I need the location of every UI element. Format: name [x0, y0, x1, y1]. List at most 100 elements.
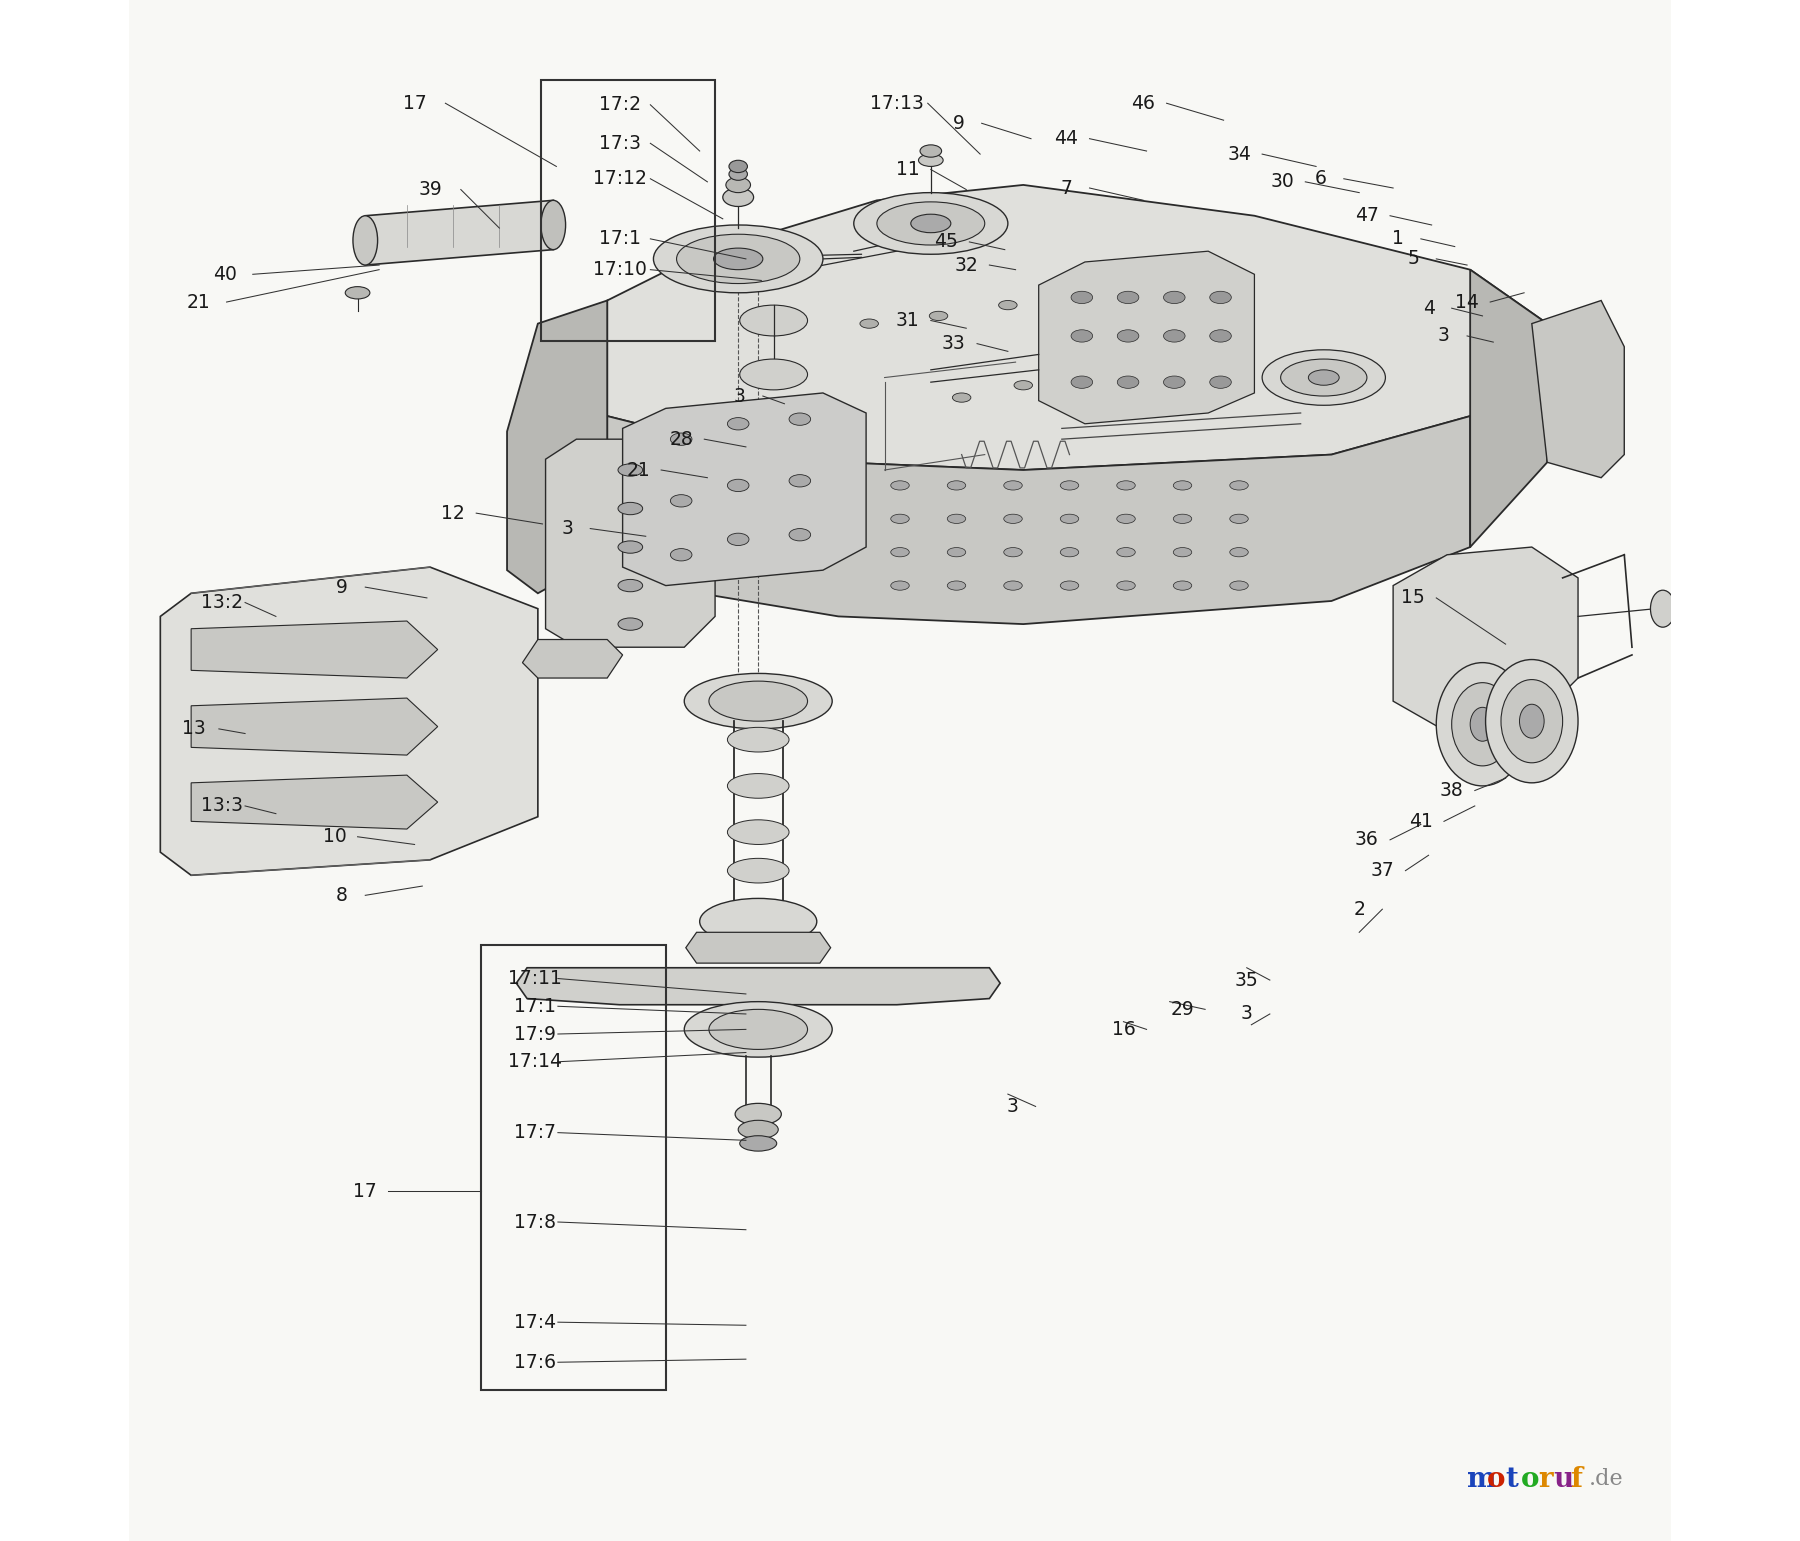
Ellipse shape	[1471, 707, 1494, 741]
Ellipse shape	[670, 495, 691, 507]
Ellipse shape	[346, 287, 369, 299]
Text: 14: 14	[1454, 293, 1480, 311]
Ellipse shape	[1210, 330, 1231, 342]
Polygon shape	[508, 300, 607, 593]
Text: 3: 3	[734, 387, 745, 405]
Ellipse shape	[653, 225, 823, 293]
Text: 17:7: 17:7	[513, 1123, 556, 1142]
Text: 17:11: 17:11	[508, 969, 562, 988]
Ellipse shape	[617, 502, 643, 515]
Text: 21: 21	[187, 293, 211, 311]
Text: .de: .de	[1589, 1469, 1624, 1490]
Text: 5: 5	[1408, 250, 1418, 268]
Polygon shape	[191, 775, 437, 829]
Ellipse shape	[1174, 481, 1192, 490]
Polygon shape	[1471, 270, 1548, 547]
Text: 13:2: 13:2	[202, 593, 243, 612]
Text: 17:14: 17:14	[508, 1053, 562, 1071]
Polygon shape	[522, 640, 623, 678]
Ellipse shape	[709, 1009, 808, 1049]
Text: o: o	[1487, 1465, 1505, 1493]
Polygon shape	[191, 621, 437, 678]
Ellipse shape	[1118, 291, 1139, 304]
Text: 3: 3	[1438, 327, 1451, 345]
Text: 13: 13	[182, 720, 205, 738]
Polygon shape	[160, 567, 538, 875]
Ellipse shape	[1174, 547, 1192, 556]
Ellipse shape	[1229, 547, 1247, 556]
Ellipse shape	[734, 1103, 781, 1125]
Ellipse shape	[617, 464, 643, 476]
Text: 17:3: 17:3	[599, 134, 641, 153]
Ellipse shape	[617, 579, 643, 592]
Ellipse shape	[891, 547, 909, 556]
Ellipse shape	[1262, 350, 1386, 405]
Ellipse shape	[727, 533, 749, 546]
Text: 17:10: 17:10	[592, 260, 646, 279]
Text: 17:4: 17:4	[513, 1313, 556, 1331]
Text: 17:13: 17:13	[869, 94, 923, 112]
Text: 17:12: 17:12	[592, 170, 646, 188]
Ellipse shape	[727, 479, 749, 492]
Text: 37: 37	[1370, 861, 1395, 880]
Text: 1: 1	[1391, 230, 1404, 248]
Text: 11: 11	[896, 160, 920, 179]
Polygon shape	[517, 968, 1001, 1005]
Text: 7: 7	[1060, 179, 1073, 197]
Ellipse shape	[1210, 291, 1231, 304]
Ellipse shape	[1004, 581, 1022, 590]
Text: 4: 4	[1422, 299, 1435, 317]
Ellipse shape	[724, 188, 754, 206]
Text: 45: 45	[934, 233, 958, 251]
Text: 17:6: 17:6	[513, 1353, 556, 1371]
Ellipse shape	[727, 820, 788, 844]
Ellipse shape	[1060, 515, 1078, 524]
Text: 34: 34	[1228, 145, 1251, 163]
Ellipse shape	[729, 160, 747, 173]
Polygon shape	[1532, 300, 1624, 478]
Text: 39: 39	[418, 180, 441, 199]
Ellipse shape	[1013, 381, 1033, 390]
Text: 10: 10	[322, 828, 346, 846]
Ellipse shape	[1229, 515, 1247, 524]
Polygon shape	[191, 698, 437, 755]
Ellipse shape	[709, 681, 808, 721]
Text: 3: 3	[1240, 1005, 1253, 1023]
Polygon shape	[1039, 251, 1255, 424]
Ellipse shape	[1229, 481, 1247, 490]
Ellipse shape	[727, 774, 788, 798]
Ellipse shape	[1060, 481, 1078, 490]
Ellipse shape	[947, 547, 967, 556]
Ellipse shape	[677, 234, 799, 284]
Ellipse shape	[1060, 581, 1078, 590]
Text: 35: 35	[1235, 971, 1258, 989]
Polygon shape	[545, 439, 715, 647]
Ellipse shape	[918, 154, 943, 166]
Ellipse shape	[788, 475, 810, 487]
Ellipse shape	[1210, 376, 1231, 388]
Text: r: r	[1537, 1465, 1553, 1493]
Ellipse shape	[1071, 376, 1093, 388]
Ellipse shape	[788, 529, 810, 541]
Text: 28: 28	[670, 430, 693, 448]
Ellipse shape	[740, 359, 808, 390]
Ellipse shape	[1519, 704, 1544, 738]
Ellipse shape	[617, 541, 643, 553]
Text: f: f	[1570, 1465, 1582, 1493]
Text: 16: 16	[1112, 1020, 1136, 1039]
Ellipse shape	[947, 481, 967, 490]
Ellipse shape	[700, 898, 817, 945]
Text: t: t	[1505, 1465, 1519, 1493]
Ellipse shape	[725, 177, 751, 193]
Ellipse shape	[947, 515, 967, 524]
Bar	[542, 80, 715, 341]
Ellipse shape	[1485, 660, 1579, 783]
Ellipse shape	[1280, 359, 1366, 396]
Ellipse shape	[1116, 481, 1136, 490]
Polygon shape	[365, 200, 553, 265]
Ellipse shape	[727, 858, 788, 883]
Text: 17:8: 17:8	[513, 1213, 556, 1231]
Text: 44: 44	[1055, 129, 1078, 148]
Ellipse shape	[670, 433, 691, 445]
Ellipse shape	[1163, 330, 1184, 342]
